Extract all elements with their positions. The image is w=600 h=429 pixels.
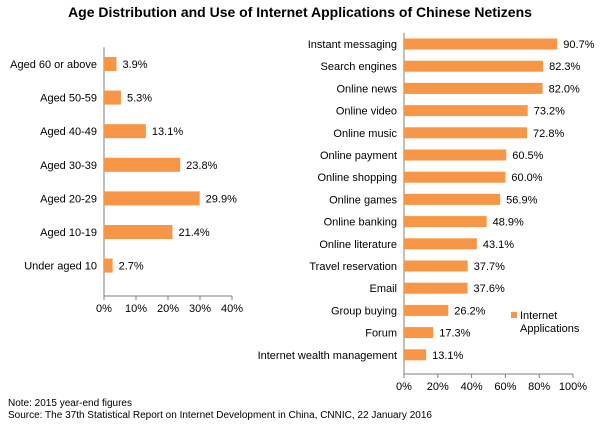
app-category-label: Forum (365, 328, 397, 340)
app-x-tick-label: 100% (559, 381, 587, 393)
age-bar (104, 90, 121, 105)
age-value-label: 5.3% (127, 93, 152, 105)
app-category-label: Search engines (321, 61, 398, 73)
app-bar (404, 60, 544, 72)
app-bar (404, 38, 558, 50)
age-value-label: 21.4% (178, 227, 209, 239)
app-bar (404, 260, 468, 272)
app-category-label: Online shopping (317, 172, 397, 184)
app-bar (404, 127, 528, 139)
age-x-tick-label: 40% (221, 303, 243, 315)
age-bar (104, 258, 113, 273)
source-note: Source: The 37th Statistical Report on I… (8, 410, 432, 421)
age-bar (104, 191, 200, 206)
age-category-label: Under aged 10 (24, 261, 97, 273)
app-category-label: Online banking (324, 217, 397, 229)
app-legend-label: Internet (520, 310, 557, 322)
app-value-label: 73.2% (534, 106, 565, 118)
app-bar (404, 216, 487, 228)
age-x-tick-label: 0% (96, 303, 112, 315)
app-bar (404, 238, 477, 250)
app-value-label: 13.1% (432, 350, 463, 362)
age-category-label: Aged 50-59 (40, 93, 97, 105)
app-value-label: 90.7% (563, 39, 594, 51)
app-bar (404, 171, 506, 183)
app-legend-swatch (511, 312, 517, 318)
age-value-label: 3.9% (122, 59, 147, 71)
app-value-label: 26.2% (454, 305, 485, 317)
app-x-tick-label: 20% (427, 381, 449, 393)
age-category-label: Aged 40-49 (40, 126, 97, 138)
age-category-label: Aged 10-19 (40, 227, 97, 239)
app-category-label: Online video (336, 106, 397, 118)
app-bar (404, 149, 507, 161)
internet-applications-chart: 0% 20% 40% 60% 80% 100% Instant messaging 90.7%… (258, 32, 595, 393)
chart-title: Age Distribution and Use of Internet App… (68, 4, 532, 20)
age-x-tick-label: 20% (157, 303, 179, 315)
age-value-label: 29.9% (206, 193, 237, 205)
app-category-label: Online music (333, 128, 397, 140)
app-value-label: 82.3% (549, 61, 580, 73)
app-category-label: Online games (329, 194, 397, 206)
age-value-label: 13.1% (152, 126, 183, 138)
app-category-label: Online literature (319, 239, 397, 251)
app-value-label: 60.5% (512, 150, 543, 162)
app-bar (404, 349, 427, 361)
age-bar (104, 57, 117, 71)
app-bar (404, 282, 468, 294)
age-value-label: 2.7% (119, 261, 144, 273)
app-category-label: Online payment (320, 150, 397, 162)
app-x-tick-label: 40% (461, 381, 483, 393)
app-category-label: Email (369, 283, 397, 295)
age-x-tick-label: 30% (189, 303, 211, 315)
age-value-label: 23.8% (186, 160, 217, 172)
age-category-label: Aged 60 or above (10, 59, 97, 71)
app-value-label: 17.3% (439, 328, 470, 340)
app-category-label: Group buying (331, 305, 397, 317)
age-x-tick-label: 10% (125, 303, 147, 315)
app-value-label: 43.1% (483, 239, 514, 251)
app-value-label: 82.0% (549, 83, 580, 95)
app-value-label: 60.0% (511, 172, 542, 184)
app-x-tick-label: 0% (396, 381, 412, 393)
app-x-tick-label: 60% (494, 381, 516, 393)
age-bar (104, 157, 181, 172)
app-category-label: Instant messaging (308, 39, 397, 51)
age-category-label: Aged 30-39 (40, 160, 97, 172)
app-legend-label: Applications (520, 323, 580, 335)
app-category-label: Travel reservation (309, 261, 397, 273)
app-x-tick-label: 80% (528, 381, 550, 393)
app-category-label: Online news (336, 83, 397, 95)
app-value-label: 56.9% (506, 194, 537, 206)
app-bar (404, 327, 434, 339)
app-value-label: 72.8% (533, 128, 564, 140)
age-bar (104, 124, 146, 139)
app-category-label: Internet wealth management (258, 350, 397, 362)
app-value-label: 48.9% (493, 217, 524, 229)
app-bar (404, 304, 449, 316)
app-bar (404, 105, 528, 117)
app-bar (404, 193, 501, 205)
app-value-label: 37.6% (474, 283, 505, 295)
age-bar (104, 225, 173, 239)
app-bar (404, 82, 543, 94)
age-distribution-chart: 0% 10% 20% 30% 40% Aged 60 or above 3.9% Aged 5… (10, 47, 243, 315)
footnote: Note: 2015 year-end figures (8, 398, 132, 409)
app-value-label: 37.7% (474, 261, 505, 273)
age-category-label: Aged 20-29 (40, 193, 97, 205)
